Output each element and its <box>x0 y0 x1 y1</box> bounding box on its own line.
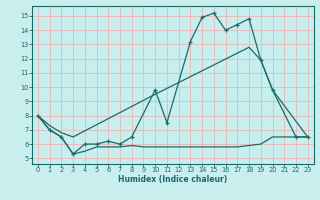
X-axis label: Humidex (Indice chaleur): Humidex (Indice chaleur) <box>118 175 228 184</box>
